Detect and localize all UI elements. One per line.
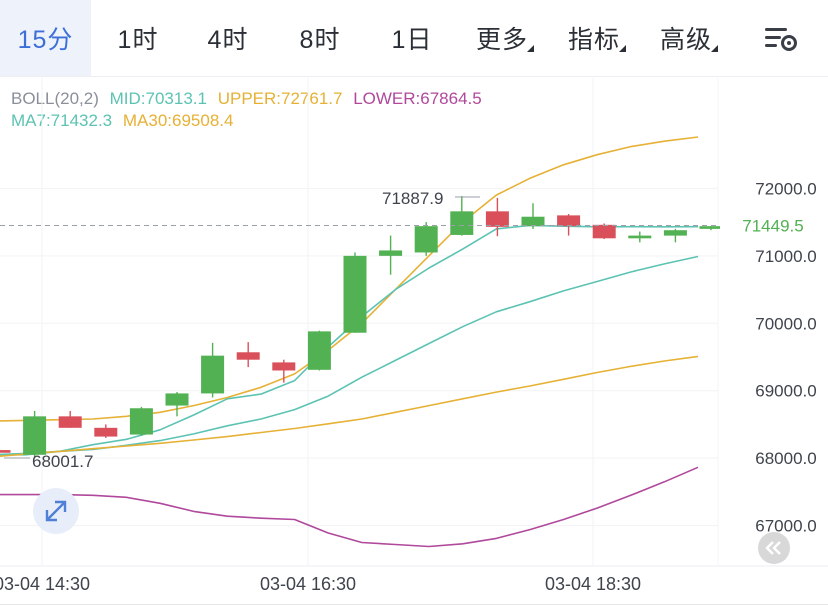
boll-mid: MID:70313.1 (109, 89, 207, 108)
y-tick-label: 68000.0 (755, 449, 816, 468)
x-tick-label: 03-04 14:30 (0, 574, 90, 594)
boll-legend: BOLL(20,2) MID:70313.1 UPPER:72761.7 LOW… (11, 89, 488, 109)
tab-label: 更多 (475, 26, 528, 54)
series-line-upper (0, 136, 699, 422)
candle-body (23, 416, 47, 455)
tab-advanced[interactable]: 高级 (650, 0, 722, 76)
dropdown-caret-icon (711, 45, 718, 52)
candle-body (94, 427, 118, 437)
tab-1d[interactable]: 1日 (372, 0, 452, 76)
candle-body (0, 450, 11, 453)
candle-body (58, 416, 82, 428)
y-tick-label: 69000.0 (755, 382, 816, 401)
double-chevron-left-icon (765, 541, 781, 555)
timeframe-tabbar: 15分 1时 4时 8时 1日 更多 指标 高级 (0, 0, 828, 78)
tab-label: 高级 (659, 26, 712, 54)
tab-1h[interactable]: 1时 (98, 0, 178, 76)
candle-body (414, 226, 438, 253)
candle-body (343, 255, 367, 333)
candle-body (165, 393, 189, 406)
candle-body (521, 216, 545, 227)
candle-body (272, 362, 296, 371)
tab-label: 15分 (17, 26, 74, 54)
high-price-label: 71887.9 (382, 189, 443, 208)
candle-body (592, 224, 616, 239)
ma-legend: MA7:71432.3 MA30:69508.4 (11, 111, 239, 131)
dropdown-caret-icon (527, 45, 534, 52)
expand-arrows-icon (45, 500, 67, 522)
candle-body (129, 408, 153, 435)
low-price-label: 68001.7 (32, 452, 93, 471)
candle-body (379, 250, 403, 256)
tab-15min[interactable]: 15分 (0, 0, 91, 76)
candle-body (699, 226, 723, 229)
series-line-lower (0, 466, 699, 548)
x-tick-label: 03-04 18:30 (545, 574, 641, 594)
tab-label: 8时 (299, 26, 341, 54)
candle-body (450, 211, 474, 235)
tab-more[interactable]: 更多 (466, 0, 538, 76)
boll-lower: LOWER:67864.5 (353, 89, 482, 108)
current-price-box (720, 212, 826, 239)
chart-settings-icon[interactable] (763, 24, 799, 54)
dropdown-caret-icon (619, 45, 626, 52)
x-tick-label: 03-04 16:30 (260, 574, 356, 594)
boll-upper: UPPER:72761.7 (217, 89, 343, 108)
tab-label: 4时 (207, 26, 249, 54)
tab-label: 指标 (567, 26, 620, 54)
candle-body (236, 352, 260, 360)
expand-chart-button[interactable] (33, 488, 79, 534)
ma7-value: MA7:71432.3 (11, 111, 113, 130)
candle-body (201, 355, 225, 394)
y-tick-label: 67000.0 (755, 517, 816, 536)
y-tick-label: 71000.0 (755, 247, 816, 266)
tab-label: 1时 (117, 26, 159, 54)
tab-label: 1日 (391, 26, 433, 54)
tabbar-divider (0, 76, 828, 77)
candle-body (485, 211, 509, 227)
candle-body (557, 215, 581, 227)
scroll-to-latest-button[interactable] (758, 532, 790, 564)
series-line-ma30 (0, 355, 699, 457)
tab-indicators[interactable]: 指标 (558, 0, 630, 76)
y-tick-label: 72000.0 (755, 179, 816, 198)
candlestick-chart[interactable]: 72000.0 71000.0 70000.0 69000.0 68000.0 67000… (0, 78, 828, 604)
candle-body (628, 235, 652, 239)
tab-4h[interactable]: 4时 (188, 0, 268, 76)
ma30-value: MA30:69508.4 (122, 111, 234, 130)
y-tick-label: 70000.0 (755, 314, 816, 333)
tab-8h[interactable]: 8时 (280, 0, 360, 76)
bottom-divider (0, 604, 828, 605)
candle-body (307, 331, 331, 370)
candle-body (663, 230, 687, 236)
current-price-label: 71449.5 (742, 217, 803, 236)
boll-label: BOLL(20,2) (11, 89, 99, 108)
